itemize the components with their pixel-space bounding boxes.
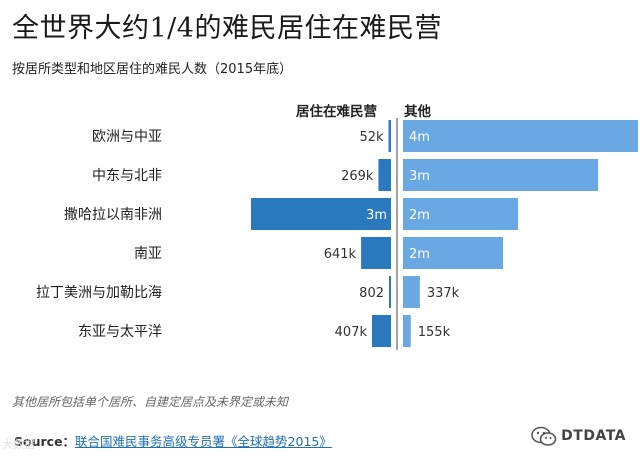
category-label: 中东与北非	[92, 168, 162, 184]
wechat-icon	[531, 426, 557, 446]
data-label-camp: 269k	[341, 169, 374, 184]
bar-camp	[378, 159, 391, 191]
data-label-other: 155k	[418, 325, 451, 340]
data-label-camp: 407k	[335, 325, 368, 340]
data-label-other: 2m	[409, 247, 430, 262]
brand-logo: DTDATA	[531, 424, 626, 448]
bar-camp	[389, 276, 391, 308]
bar-camp	[251, 198, 391, 230]
category-label: 拉丁美洲与加勒比海	[36, 285, 162, 301]
bar-other	[403, 198, 518, 230]
category-label: 撒哈拉以南非洲	[64, 207, 162, 223]
category-label: 欧洲与中亚	[92, 129, 162, 145]
chart-subtitle: 按居所类型和地区居住的难民人数（2015年底）	[12, 62, 293, 77]
bar-camp	[388, 120, 391, 152]
brand-name: DTDATA	[561, 428, 626, 444]
data-label-other: 3m	[409, 169, 430, 184]
data-label-other: 2m	[409, 208, 430, 223]
data-label-camp: 3m	[366, 208, 387, 223]
data-label-other: 4m	[409, 130, 430, 145]
data-label-camp: 641k	[324, 247, 357, 262]
bar-other	[403, 159, 598, 191]
bar-camp	[372, 315, 391, 347]
column-header-camp: 居住在难民营	[296, 104, 377, 120]
source-link[interactable]: 联合国难民事务高级专员署《全球趋势2015》	[75, 434, 332, 449]
bar-other	[403, 315, 411, 347]
column-header-other: 其他	[404, 104, 431, 120]
footnote: 其他居所包括单个居所、自建定居点及未界定或未知	[12, 395, 289, 409]
data-label-camp: 802	[359, 286, 384, 301]
watermark-text: 大数据	[2, 438, 35, 451]
chart-title: 全世界大约1/4的难民居住在难民营	[12, 13, 442, 44]
data-label-other: 337k	[427, 286, 460, 301]
source-label: Source：	[14, 434, 76, 449]
data-label-camp: 52k	[359, 130, 384, 145]
category-label: 东亚与太平洋	[78, 324, 162, 340]
category-label: 南亚	[134, 246, 162, 262]
bar-other	[403, 120, 638, 152]
bar-other	[403, 237, 503, 269]
bar-other	[403, 276, 420, 308]
bar-camp	[361, 237, 391, 269]
source-line: Source：联合国难民事务高级专员署《全球趋势2015》	[14, 431, 332, 450]
